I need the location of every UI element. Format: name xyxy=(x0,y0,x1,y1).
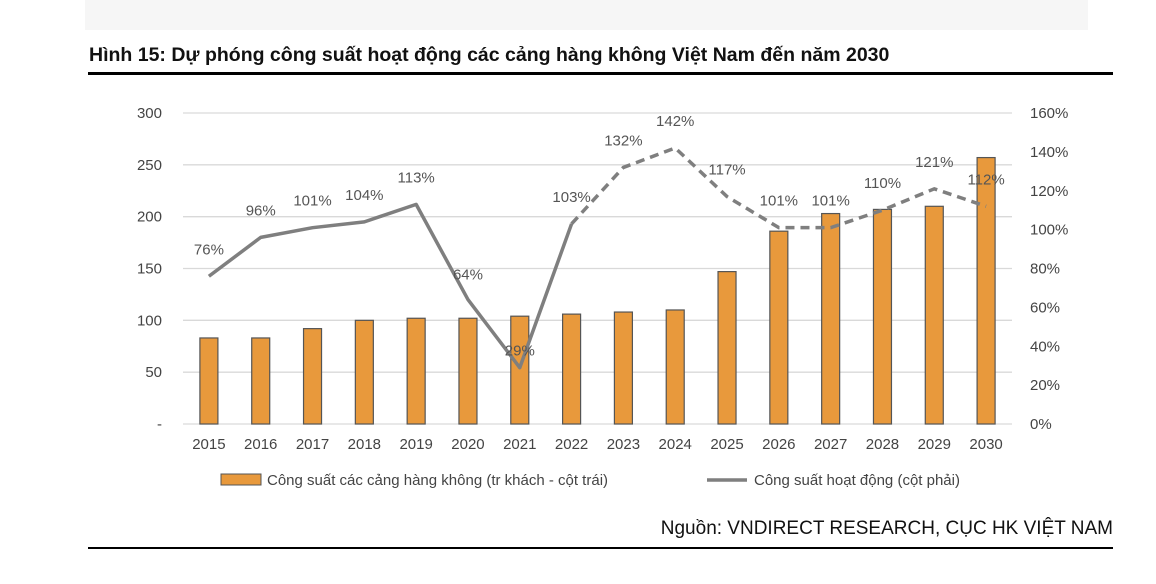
x-tick-label: 2029 xyxy=(918,436,951,453)
x-tick-label: 2021 xyxy=(503,436,536,453)
right-tick-label: 80% xyxy=(1030,261,1060,278)
x-tick-label: 2024 xyxy=(659,436,692,453)
x-tick-label: 2028 xyxy=(866,436,899,453)
left-tick-label: 300 xyxy=(137,105,162,122)
right-tick-label: 140% xyxy=(1030,144,1068,161)
line-dashed-segment xyxy=(570,145,987,230)
data-label: 103% xyxy=(552,189,590,206)
left-tick-label: 200 xyxy=(137,209,162,226)
data-label: 76% xyxy=(194,241,224,258)
bottom-rule xyxy=(88,547,1113,549)
bar xyxy=(613,311,634,425)
legend-line-label: Công suất hoạt động (cột phải) xyxy=(754,472,960,489)
bar xyxy=(924,205,944,425)
figure-title: Hình 15: Dự phóng công suất hoạt động cá… xyxy=(89,44,890,66)
bar xyxy=(561,313,582,425)
bar xyxy=(251,337,271,425)
data-label: 117% xyxy=(708,162,745,179)
x-tick-label: 2027 xyxy=(814,436,847,453)
right-tick-label: 20% xyxy=(1030,377,1060,394)
left-tick-label: - xyxy=(157,416,162,433)
legend-bar-swatch xyxy=(220,473,262,486)
data-label: 121% xyxy=(915,154,953,171)
x-tick-label: 2020 xyxy=(451,436,484,453)
left-tick-label: 100 xyxy=(137,312,162,329)
x-tick-label: 2025 xyxy=(710,436,743,453)
title-rule xyxy=(88,72,1113,75)
right-tick-label: 120% xyxy=(1030,183,1068,200)
source-note: Nguồn: VNDIRECT RESEARCH, CỤC HK VIỆT NA… xyxy=(660,518,1113,539)
data-label: 101% xyxy=(811,193,849,210)
bar xyxy=(302,328,323,425)
data-label: 64% xyxy=(453,267,483,284)
bar xyxy=(458,317,478,425)
top-band xyxy=(85,0,1088,30)
data-label: 110% xyxy=(864,175,901,192)
bar xyxy=(406,317,426,425)
right-tick-label: 160% xyxy=(1030,105,1068,122)
data-label: 101% xyxy=(760,193,798,210)
x-tick-label: 2026 xyxy=(762,436,795,453)
x-tick-label: 2015 xyxy=(192,436,225,453)
data-label: 104% xyxy=(345,187,383,204)
right-tick-label: 60% xyxy=(1030,299,1060,316)
x-tick-label: 2022 xyxy=(555,436,588,453)
x-tick-label: 2030 xyxy=(969,436,1002,453)
bar xyxy=(354,319,374,425)
right-tick-label: 40% xyxy=(1030,338,1060,355)
x-tick-label: 2017 xyxy=(296,436,329,453)
left-tick-label: 250 xyxy=(137,157,162,174)
bar xyxy=(665,309,685,425)
bar xyxy=(717,271,737,425)
right-tick-label: 0% xyxy=(1030,416,1052,433)
left-tick-label: 50 xyxy=(145,364,162,381)
left-tick-label: 150 xyxy=(137,261,162,278)
bar xyxy=(976,156,996,425)
bar xyxy=(510,315,530,425)
x-tick-label: 2023 xyxy=(607,436,640,453)
data-label: 96% xyxy=(246,202,276,219)
data-label: 113% xyxy=(398,169,435,186)
bar xyxy=(769,230,789,425)
x-tick-label: 2019 xyxy=(399,436,432,453)
bar xyxy=(199,337,219,425)
x-tick-label: 2018 xyxy=(348,436,381,453)
data-label: 142% xyxy=(656,113,694,130)
x-tick-label: 2016 xyxy=(244,436,277,453)
data-label: 29% xyxy=(505,343,535,360)
data-label: 112% xyxy=(967,171,1004,188)
bar xyxy=(821,212,841,425)
bar xyxy=(872,208,893,425)
data-label: 101% xyxy=(293,193,331,210)
legend-bar-label: Công suất các cảng hàng không (tr khách … xyxy=(267,472,608,489)
right-tick-label: 100% xyxy=(1030,222,1068,239)
line-solid-segment xyxy=(207,202,574,370)
data-label: 132% xyxy=(604,132,642,149)
